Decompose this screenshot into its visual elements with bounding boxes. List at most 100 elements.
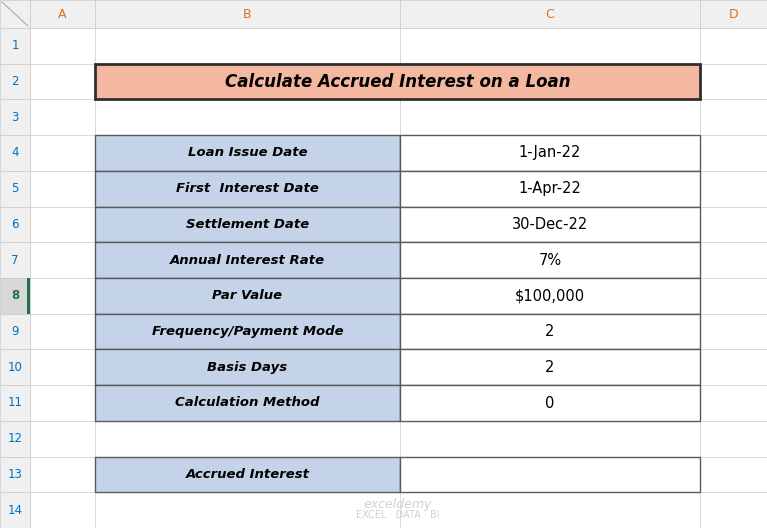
Bar: [400, 64, 700, 99]
Bar: [30, 492, 95, 528]
Bar: [0, 457, 30, 492]
Bar: [30, 350, 95, 385]
Text: 7%: 7%: [538, 252, 561, 268]
Text: 8: 8: [11, 289, 19, 303]
Text: Accrued Interest: Accrued Interest: [186, 468, 310, 481]
Text: 2: 2: [545, 360, 555, 375]
Bar: [400, 135, 700, 171]
Bar: [95, 314, 400, 350]
Bar: [400, 0, 700, 28]
Bar: [0, 314, 30, 350]
Bar: [95, 242, 400, 278]
Bar: [30, 457, 95, 492]
Bar: [30, 206, 95, 242]
Bar: [0, 206, 30, 242]
Bar: [95, 99, 400, 135]
Bar: [95, 278, 400, 314]
Bar: [95, 171, 400, 206]
Bar: [700, 0, 767, 28]
Text: 7: 7: [12, 253, 18, 267]
Text: 4: 4: [12, 146, 18, 159]
Bar: [400, 171, 700, 206]
Bar: [95, 135, 400, 171]
Bar: [700, 171, 767, 206]
Bar: [95, 242, 400, 278]
Bar: [0, 171, 30, 206]
Bar: [95, 206, 400, 242]
Bar: [400, 28, 700, 64]
Text: 6: 6: [12, 218, 18, 231]
Text: 11: 11: [8, 397, 22, 410]
Text: C: C: [545, 7, 555, 21]
Bar: [700, 492, 767, 528]
Text: A: A: [58, 7, 67, 21]
Bar: [0, 135, 30, 171]
Bar: [700, 421, 767, 457]
Bar: [30, 0, 95, 28]
Bar: [400, 385, 700, 421]
Bar: [700, 99, 767, 135]
Text: 12: 12: [8, 432, 22, 445]
Text: 13: 13: [8, 468, 22, 481]
Bar: [400, 135, 700, 171]
Bar: [700, 350, 767, 385]
Bar: [95, 350, 400, 385]
Bar: [30, 28, 95, 64]
Bar: [400, 350, 700, 385]
Bar: [95, 64, 400, 99]
Text: 0: 0: [545, 395, 555, 410]
Bar: [95, 0, 400, 28]
Bar: [0, 278, 30, 314]
Bar: [400, 206, 700, 242]
Bar: [400, 457, 700, 492]
Bar: [30, 421, 95, 457]
Bar: [0, 28, 30, 64]
Bar: [30, 64, 95, 99]
Bar: [0, 0, 30, 28]
Bar: [30, 314, 95, 350]
Bar: [95, 64, 700, 99]
Text: Settlement Date: Settlement Date: [186, 218, 309, 231]
Text: exceldemy: exceldemy: [364, 498, 432, 511]
Bar: [30, 385, 95, 421]
Bar: [30, 135, 95, 171]
Text: 1-Apr-22: 1-Apr-22: [518, 181, 581, 196]
Bar: [0, 492, 30, 528]
Bar: [95, 278, 400, 314]
Bar: [0, 64, 30, 99]
Text: 3: 3: [12, 111, 18, 124]
Text: 10: 10: [8, 361, 22, 374]
Bar: [700, 64, 767, 99]
Text: Par Value: Par Value: [212, 289, 282, 303]
Bar: [700, 314, 767, 350]
Bar: [95, 171, 400, 206]
Bar: [0, 421, 30, 457]
Bar: [400, 314, 700, 350]
Bar: [30, 99, 95, 135]
Text: 5: 5: [12, 182, 18, 195]
Bar: [95, 421, 400, 457]
Bar: [700, 385, 767, 421]
Bar: [700, 242, 767, 278]
Bar: [400, 206, 700, 242]
Text: 2: 2: [12, 75, 18, 88]
Bar: [30, 278, 95, 314]
Bar: [400, 278, 700, 314]
Bar: [95, 492, 400, 528]
Bar: [400, 350, 700, 385]
Bar: [400, 99, 700, 135]
Text: 14: 14: [8, 504, 22, 516]
Bar: [95, 457, 400, 492]
Bar: [400, 314, 700, 350]
Text: $100,000: $100,000: [515, 288, 585, 304]
Text: Frequency/Payment Mode: Frequency/Payment Mode: [152, 325, 344, 338]
Text: Loan Issue Date: Loan Issue Date: [188, 146, 308, 159]
Text: Annual Interest Rate: Annual Interest Rate: [170, 253, 325, 267]
Bar: [700, 206, 767, 242]
Bar: [400, 278, 700, 314]
Bar: [400, 242, 700, 278]
Bar: [400, 171, 700, 206]
Text: Basis Days: Basis Days: [207, 361, 288, 374]
Bar: [95, 28, 400, 64]
Bar: [400, 421, 700, 457]
